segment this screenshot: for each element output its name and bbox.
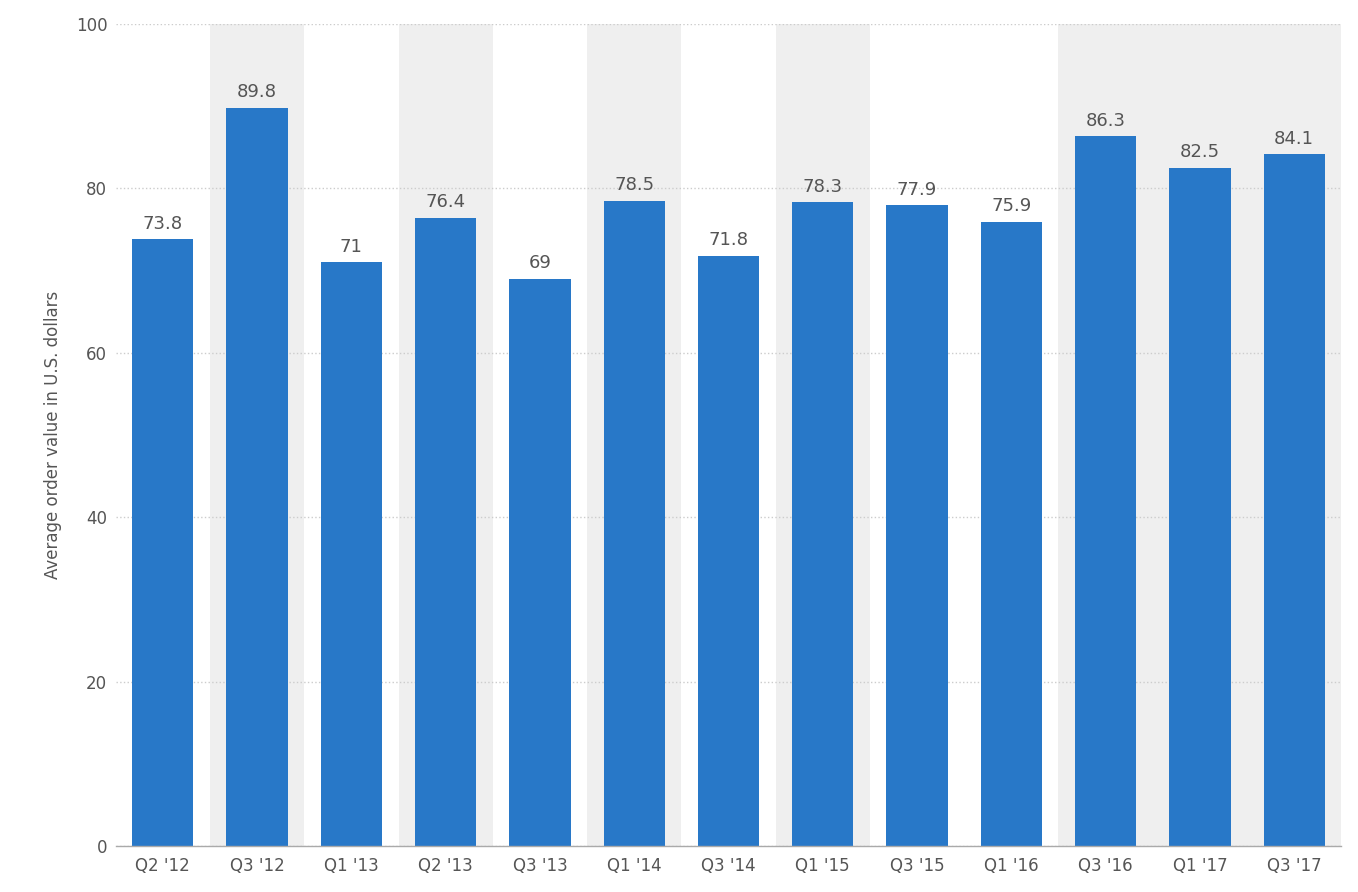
Bar: [227, 108, 288, 847]
Y-axis label: Average order value in U.S. dollars: Average order value in U.S. dollars: [43, 291, 62, 579]
Text: 71.8: 71.8: [709, 231, 748, 249]
Text: 69: 69: [528, 254, 551, 272]
Text: 75.9: 75.9: [991, 197, 1032, 215]
Bar: [1076, 136, 1137, 847]
Text: 84.1: 84.1: [1274, 130, 1315, 148]
Bar: [398, 24, 493, 847]
Bar: [416, 218, 477, 847]
Text: 73.8: 73.8: [143, 215, 183, 233]
Text: 76.4: 76.4: [425, 194, 466, 211]
Text: 78.5: 78.5: [614, 176, 655, 194]
Bar: [1169, 168, 1230, 847]
Bar: [132, 239, 193, 847]
Bar: [587, 24, 682, 847]
Bar: [887, 205, 948, 847]
Bar: [1263, 154, 1325, 847]
Bar: [980, 222, 1042, 847]
Text: 89.8: 89.8: [238, 83, 277, 101]
Text: 82.5: 82.5: [1180, 143, 1219, 161]
Text: 78.3: 78.3: [803, 178, 843, 195]
Bar: [509, 278, 570, 847]
Bar: [792, 202, 853, 847]
Bar: [320, 262, 382, 847]
Bar: [698, 256, 759, 847]
Bar: [775, 24, 870, 847]
Bar: [210, 24, 304, 847]
Text: 77.9: 77.9: [896, 181, 937, 199]
Bar: [1058, 24, 1153, 847]
Bar: [603, 201, 665, 847]
Text: 86.3: 86.3: [1085, 112, 1126, 129]
Bar: [1153, 24, 1342, 847]
Text: 71: 71: [340, 237, 363, 256]
